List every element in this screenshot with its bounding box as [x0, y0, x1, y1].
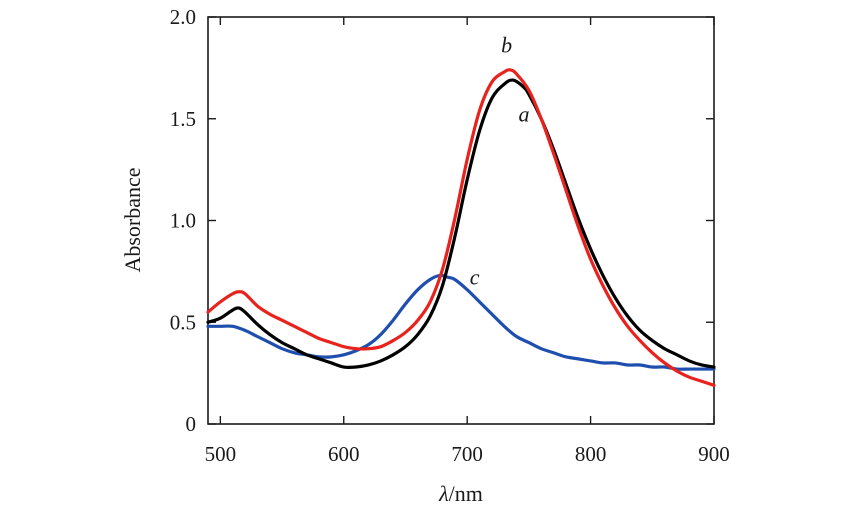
y-axis-title: Absorbance	[120, 167, 145, 272]
x-tick-label: 900	[698, 442, 730, 466]
x-axis-title-symbol: λ	[438, 481, 449, 506]
curve-label-a: a	[518, 102, 529, 127]
x-tick-label: 500	[205, 442, 237, 466]
x-tick-labels: 500 600 700 800 900	[205, 442, 730, 466]
series-line-c	[206, 273, 716, 371]
y-tick-label: 1.5	[170, 107, 196, 131]
x-axis-title: λ/nm	[438, 481, 483, 506]
series-line-a	[206, 78, 716, 370]
series-line-b	[206, 68, 716, 387]
x-axis-title-unit: /nm	[449, 481, 483, 506]
y-tick-label: 0.5	[170, 310, 196, 334]
plot-frame	[207, 16, 715, 425]
series-layer	[206, 68, 716, 387]
curve-labels: b a c	[470, 32, 530, 289]
y-tick-label: 0	[186, 412, 197, 436]
y-tick-label: 1.0	[170, 209, 196, 233]
y-tick-labels: 0 0.5 1.0 1.5 2.0	[170, 5, 196, 436]
curve-label-b: b	[501, 32, 512, 57]
y-tick-label: 2.0	[170, 5, 196, 29]
axis-ticks	[208, 16, 715, 425]
x-tick-label: 700	[451, 442, 483, 466]
x-tick-label: 800	[575, 442, 607, 466]
curve-label-c: c	[470, 264, 480, 289]
x-tick-label: 600	[328, 442, 360, 466]
